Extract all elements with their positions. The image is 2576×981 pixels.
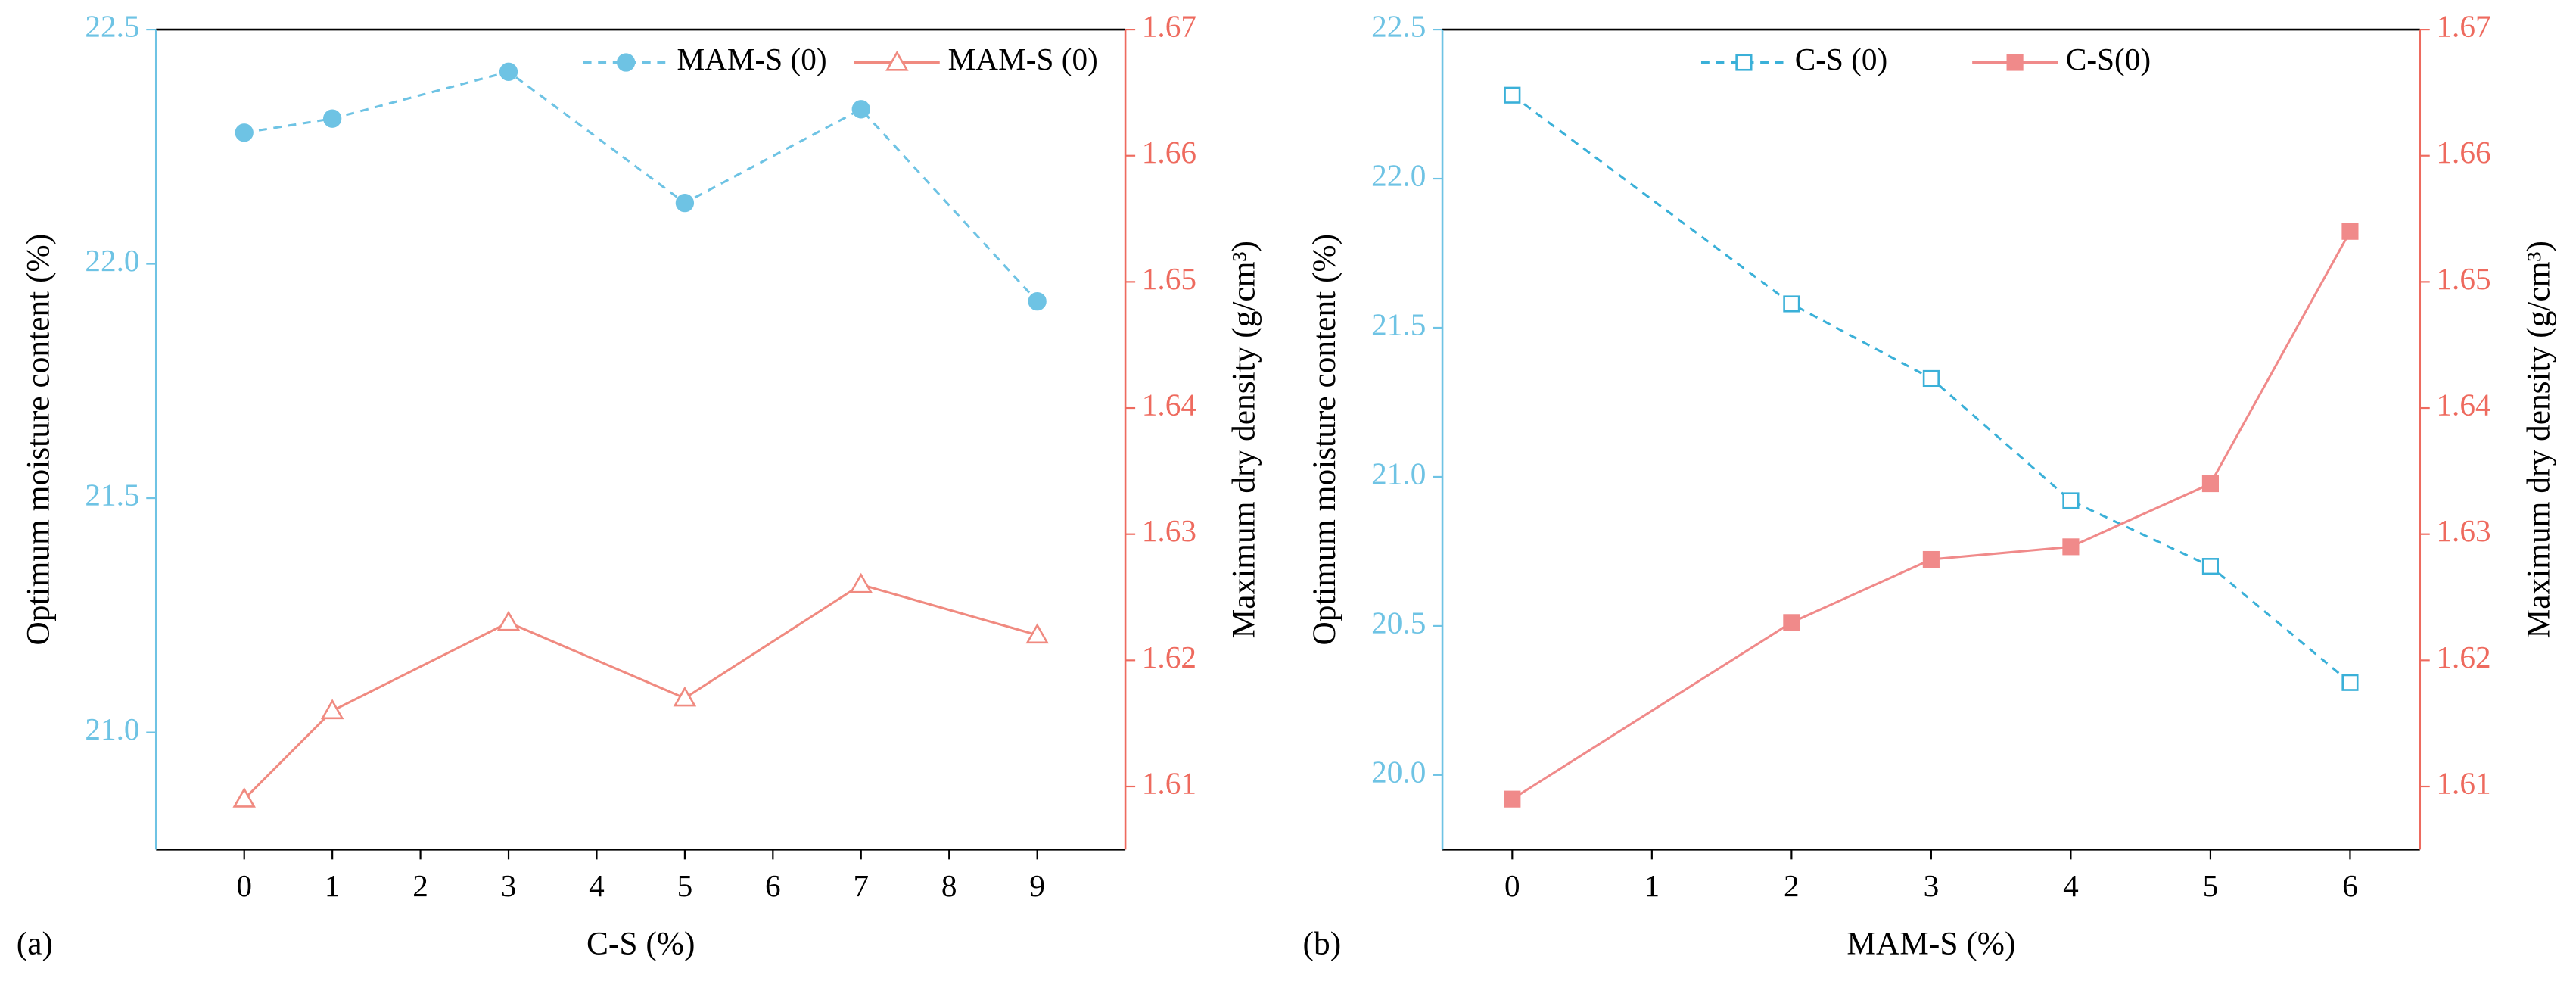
data-point <box>2341 674 2359 691</box>
x-axis-title: C-S (%) <box>586 925 695 961</box>
data-point <box>1922 369 1940 388</box>
panel-label: (b) <box>1303 925 1342 961</box>
x-tick-label: 1 <box>325 868 341 903</box>
data-point <box>2201 558 2220 575</box>
y-tick-label: 21.0 <box>1371 456 1426 490</box>
x-tick-label: 2 <box>1784 868 1800 903</box>
legend-marker <box>616 53 636 72</box>
x-tick-label: 5 <box>2203 868 2219 903</box>
y2-tick-label: 1.62 <box>1142 640 1196 674</box>
data-point <box>1025 623 1049 644</box>
data-point <box>2341 223 2359 240</box>
y2-tick-label: 1.65 <box>1142 261 1196 296</box>
data-point <box>2062 492 2080 509</box>
x-tick-label: 4 <box>589 868 605 903</box>
data-point <box>1504 86 1521 104</box>
data-point <box>1783 614 1800 631</box>
data-point <box>232 787 256 808</box>
y2-axis-title: Maximum dry density (g/cm³) <box>2520 241 2556 638</box>
series-line <box>243 583 1038 800</box>
legend-label: C-S (0) <box>1795 42 1888 77</box>
data-point <box>849 572 873 593</box>
x-axis-title: MAM-S (%) <box>1846 925 2015 961</box>
x-tick-label: 8 <box>941 868 957 903</box>
y2-tick-label: 1.64 <box>2436 388 2490 422</box>
x-tick-label: 7 <box>853 868 869 903</box>
legend-label: MAM-S (0) <box>948 42 1098 77</box>
data-point <box>2201 475 2220 493</box>
y-tick-label: 20.0 <box>1371 754 1426 789</box>
y2-tick-label: 1.62 <box>2436 640 2490 674</box>
y2-tick-label: 1.65 <box>2436 261 2490 296</box>
legend-marker <box>885 50 909 71</box>
y-tick-label: 20.5 <box>1371 605 1426 640</box>
x-tick-label: 9 <box>1029 868 1045 903</box>
y2-tick-label: 1.63 <box>1142 513 1196 548</box>
y2-tick-label: 1.63 <box>2436 513 2490 548</box>
x-tick-label: 3 <box>1924 868 1940 903</box>
legend-label: MAM-S (0) <box>677 42 826 77</box>
x-tick-label: 3 <box>501 868 517 903</box>
data-point <box>235 123 254 142</box>
y2-tick-label: 1.61 <box>1142 765 1196 800</box>
y-tick-label: 21.5 <box>85 478 139 512</box>
x-tick-label: 0 <box>236 868 252 903</box>
x-tick-label: 5 <box>677 868 693 903</box>
panel-label: (a) <box>17 925 53 961</box>
x-tick-label: 0 <box>1504 868 1520 903</box>
y2-tick-label: 1.66 <box>2436 135 2490 170</box>
x-tick-label: 6 <box>2342 868 2358 903</box>
data-point <box>1922 550 1940 568</box>
y-tick-label: 22.5 <box>85 9 139 44</box>
y-tick-label: 21.5 <box>1371 307 1426 341</box>
x-tick-label: 4 <box>2063 868 2079 903</box>
x-tick-label: 2 <box>412 868 428 903</box>
y2-axis-title: Maximum dry density (g/cm³) <box>1226 241 1262 638</box>
y-tick-label: 22.0 <box>85 243 139 278</box>
y2-tick-label: 1.61 <box>2436 765 2490 800</box>
y-tick-label: 21.0 <box>85 712 139 746</box>
data-point <box>1028 291 1047 311</box>
series-line <box>1511 230 2351 800</box>
legend-label: C-S(0) <box>2066 42 2151 77</box>
y-tick-label: 22.0 <box>1371 157 1426 192</box>
data-point <box>322 109 342 128</box>
y-tick-label: 22.5 <box>1371 9 1426 44</box>
y2-tick-label: 1.64 <box>1142 388 1196 422</box>
data-point <box>2062 538 2080 556</box>
data-point <box>320 699 344 720</box>
series-line <box>1511 94 2351 684</box>
legend-marker <box>1735 54 1753 71</box>
y-axis-title: Optimum moisture content (%) <box>20 234 56 646</box>
data-point <box>1504 790 1521 808</box>
y2-tick-label: 1.67 <box>2436 9 2490 44</box>
data-point <box>851 100 870 119</box>
y2-tick-label: 1.67 <box>1142 9 1196 44</box>
data-point <box>675 193 695 213</box>
x-tick-label: 6 <box>765 868 781 903</box>
series-line <box>244 70 1038 303</box>
y2-tick-label: 1.66 <box>1142 135 1196 170</box>
x-tick-label: 1 <box>1644 868 1660 903</box>
legend-marker <box>2006 54 2024 71</box>
data-point <box>499 62 518 81</box>
data-point <box>673 686 697 707</box>
data-point <box>496 610 521 631</box>
data-point <box>1783 295 1800 313</box>
y-axis-title: Optimum moisture content (%) <box>1306 234 1342 646</box>
